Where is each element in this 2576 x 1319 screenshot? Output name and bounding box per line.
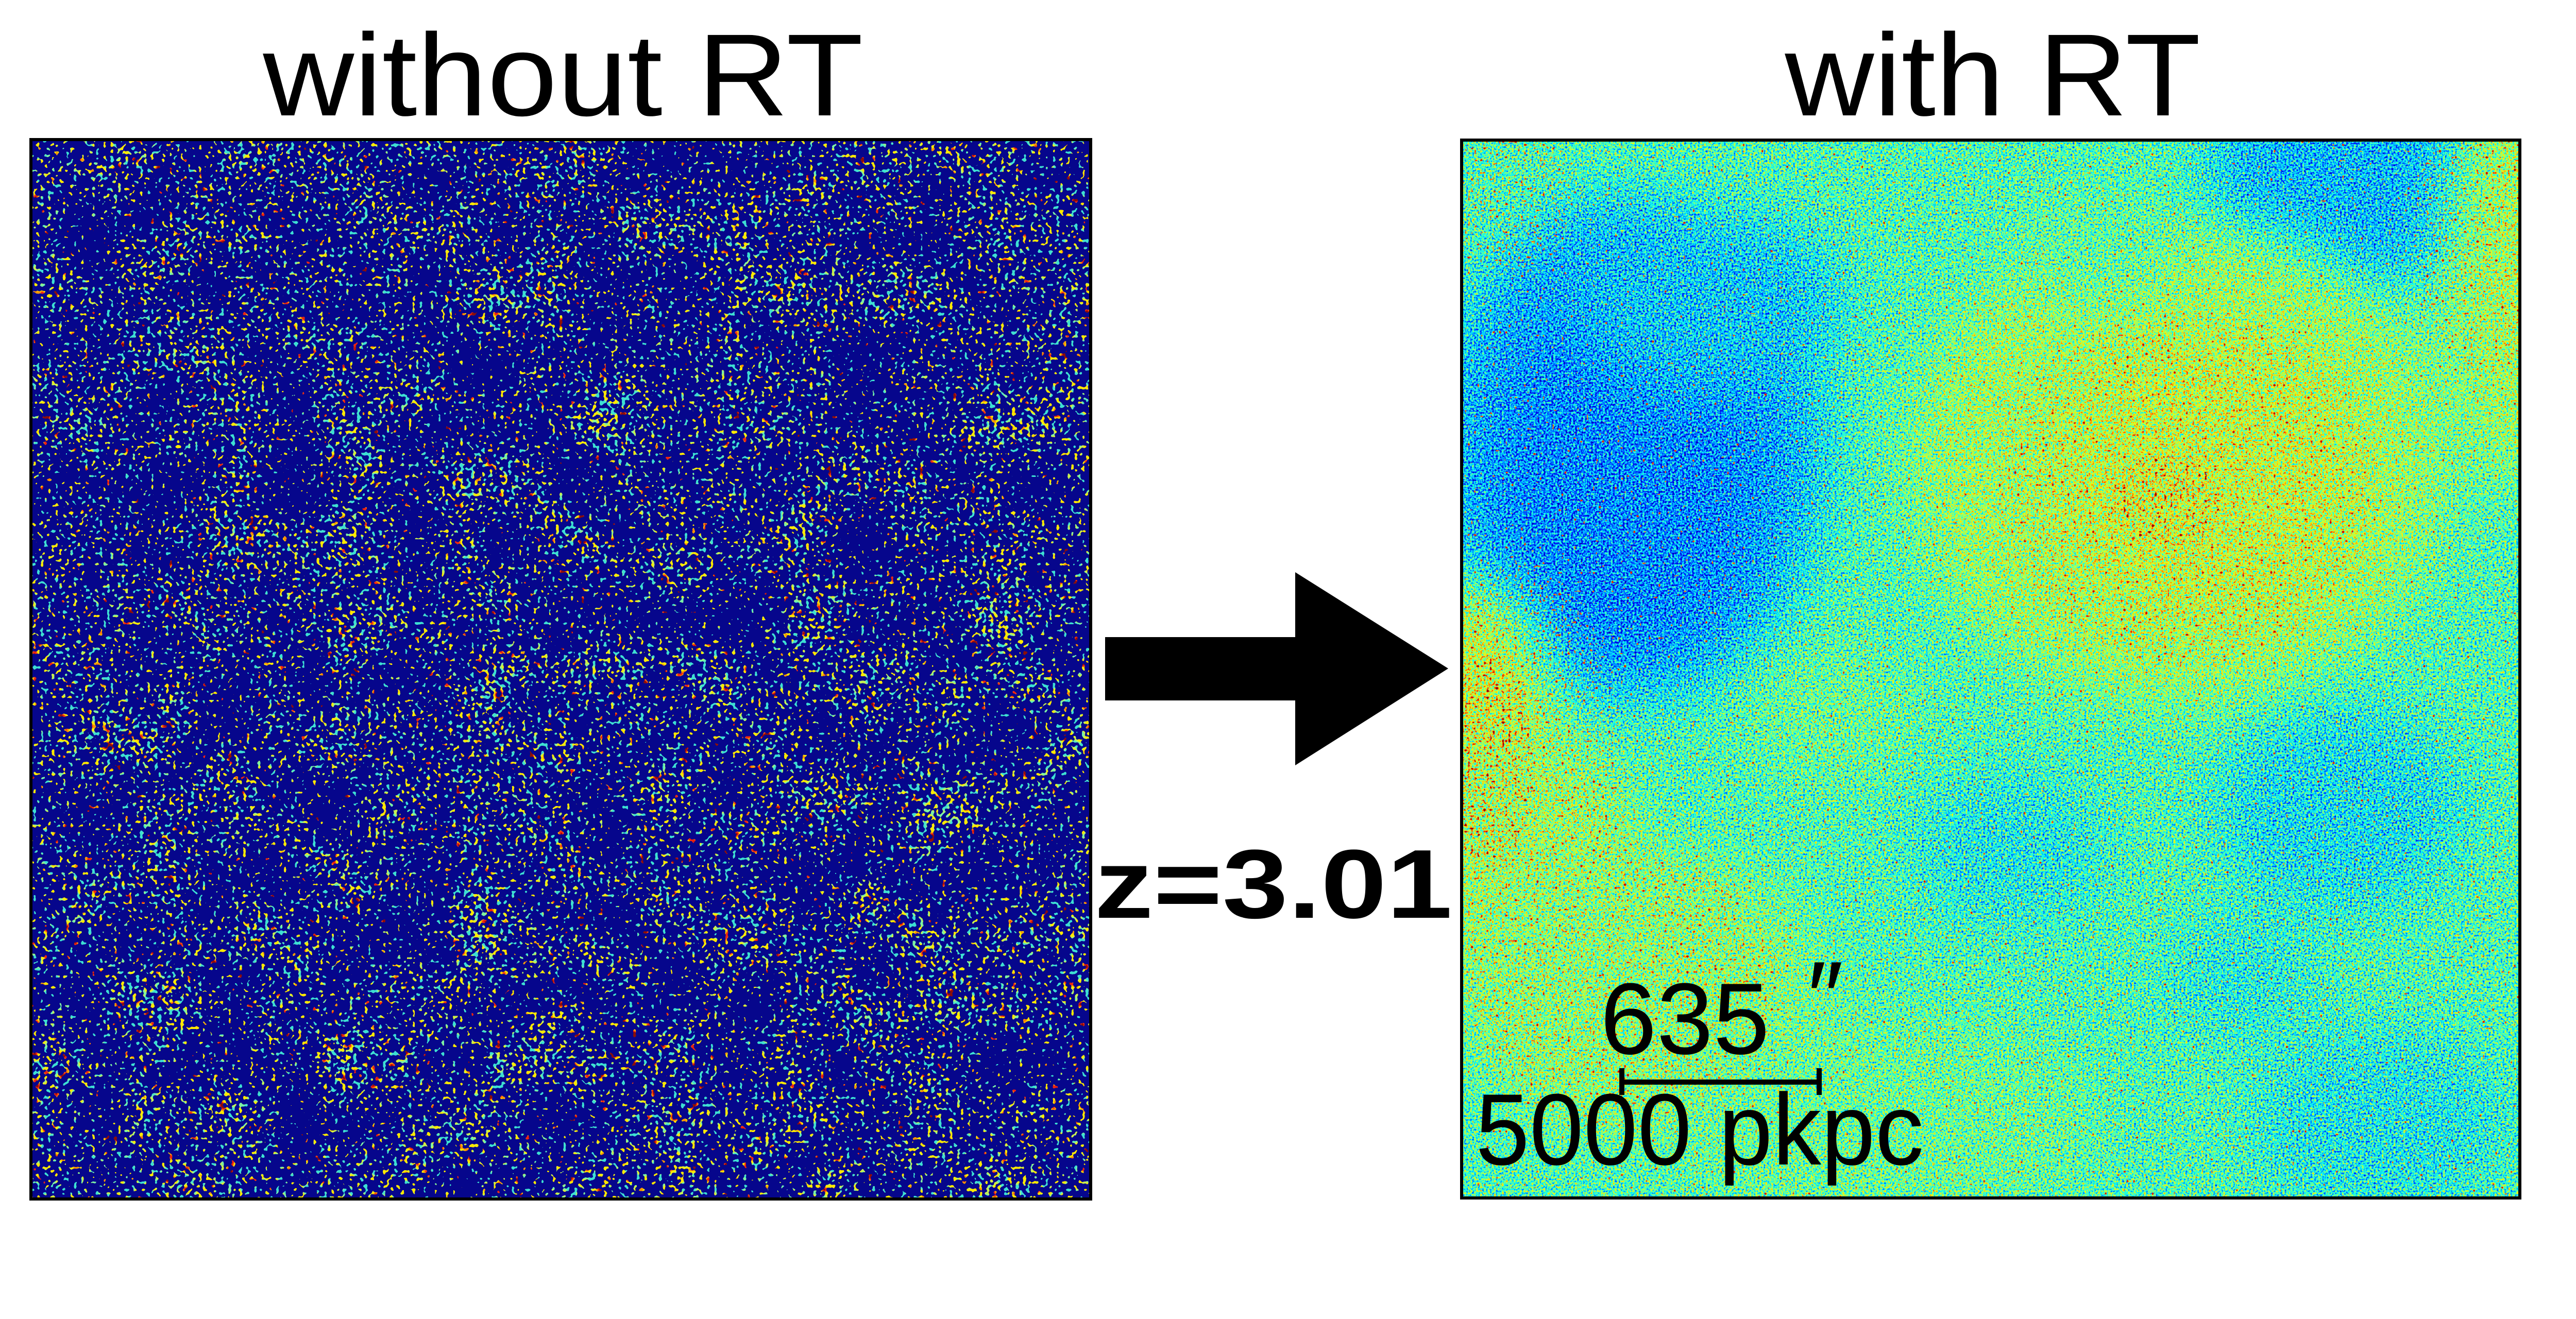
svg-text:with RT: with RT [1784, 10, 2200, 141]
svg-text:z=3.01: z=3.01 [1094, 830, 1452, 939]
svg-text:5000 pkpc: 5000 pkpc [1476, 1073, 1924, 1186]
svg-text:″: ″ [1807, 940, 1843, 1054]
svg-text:without RT: without RT [262, 10, 863, 141]
svg-text:635: 635 [1600, 962, 1770, 1075]
